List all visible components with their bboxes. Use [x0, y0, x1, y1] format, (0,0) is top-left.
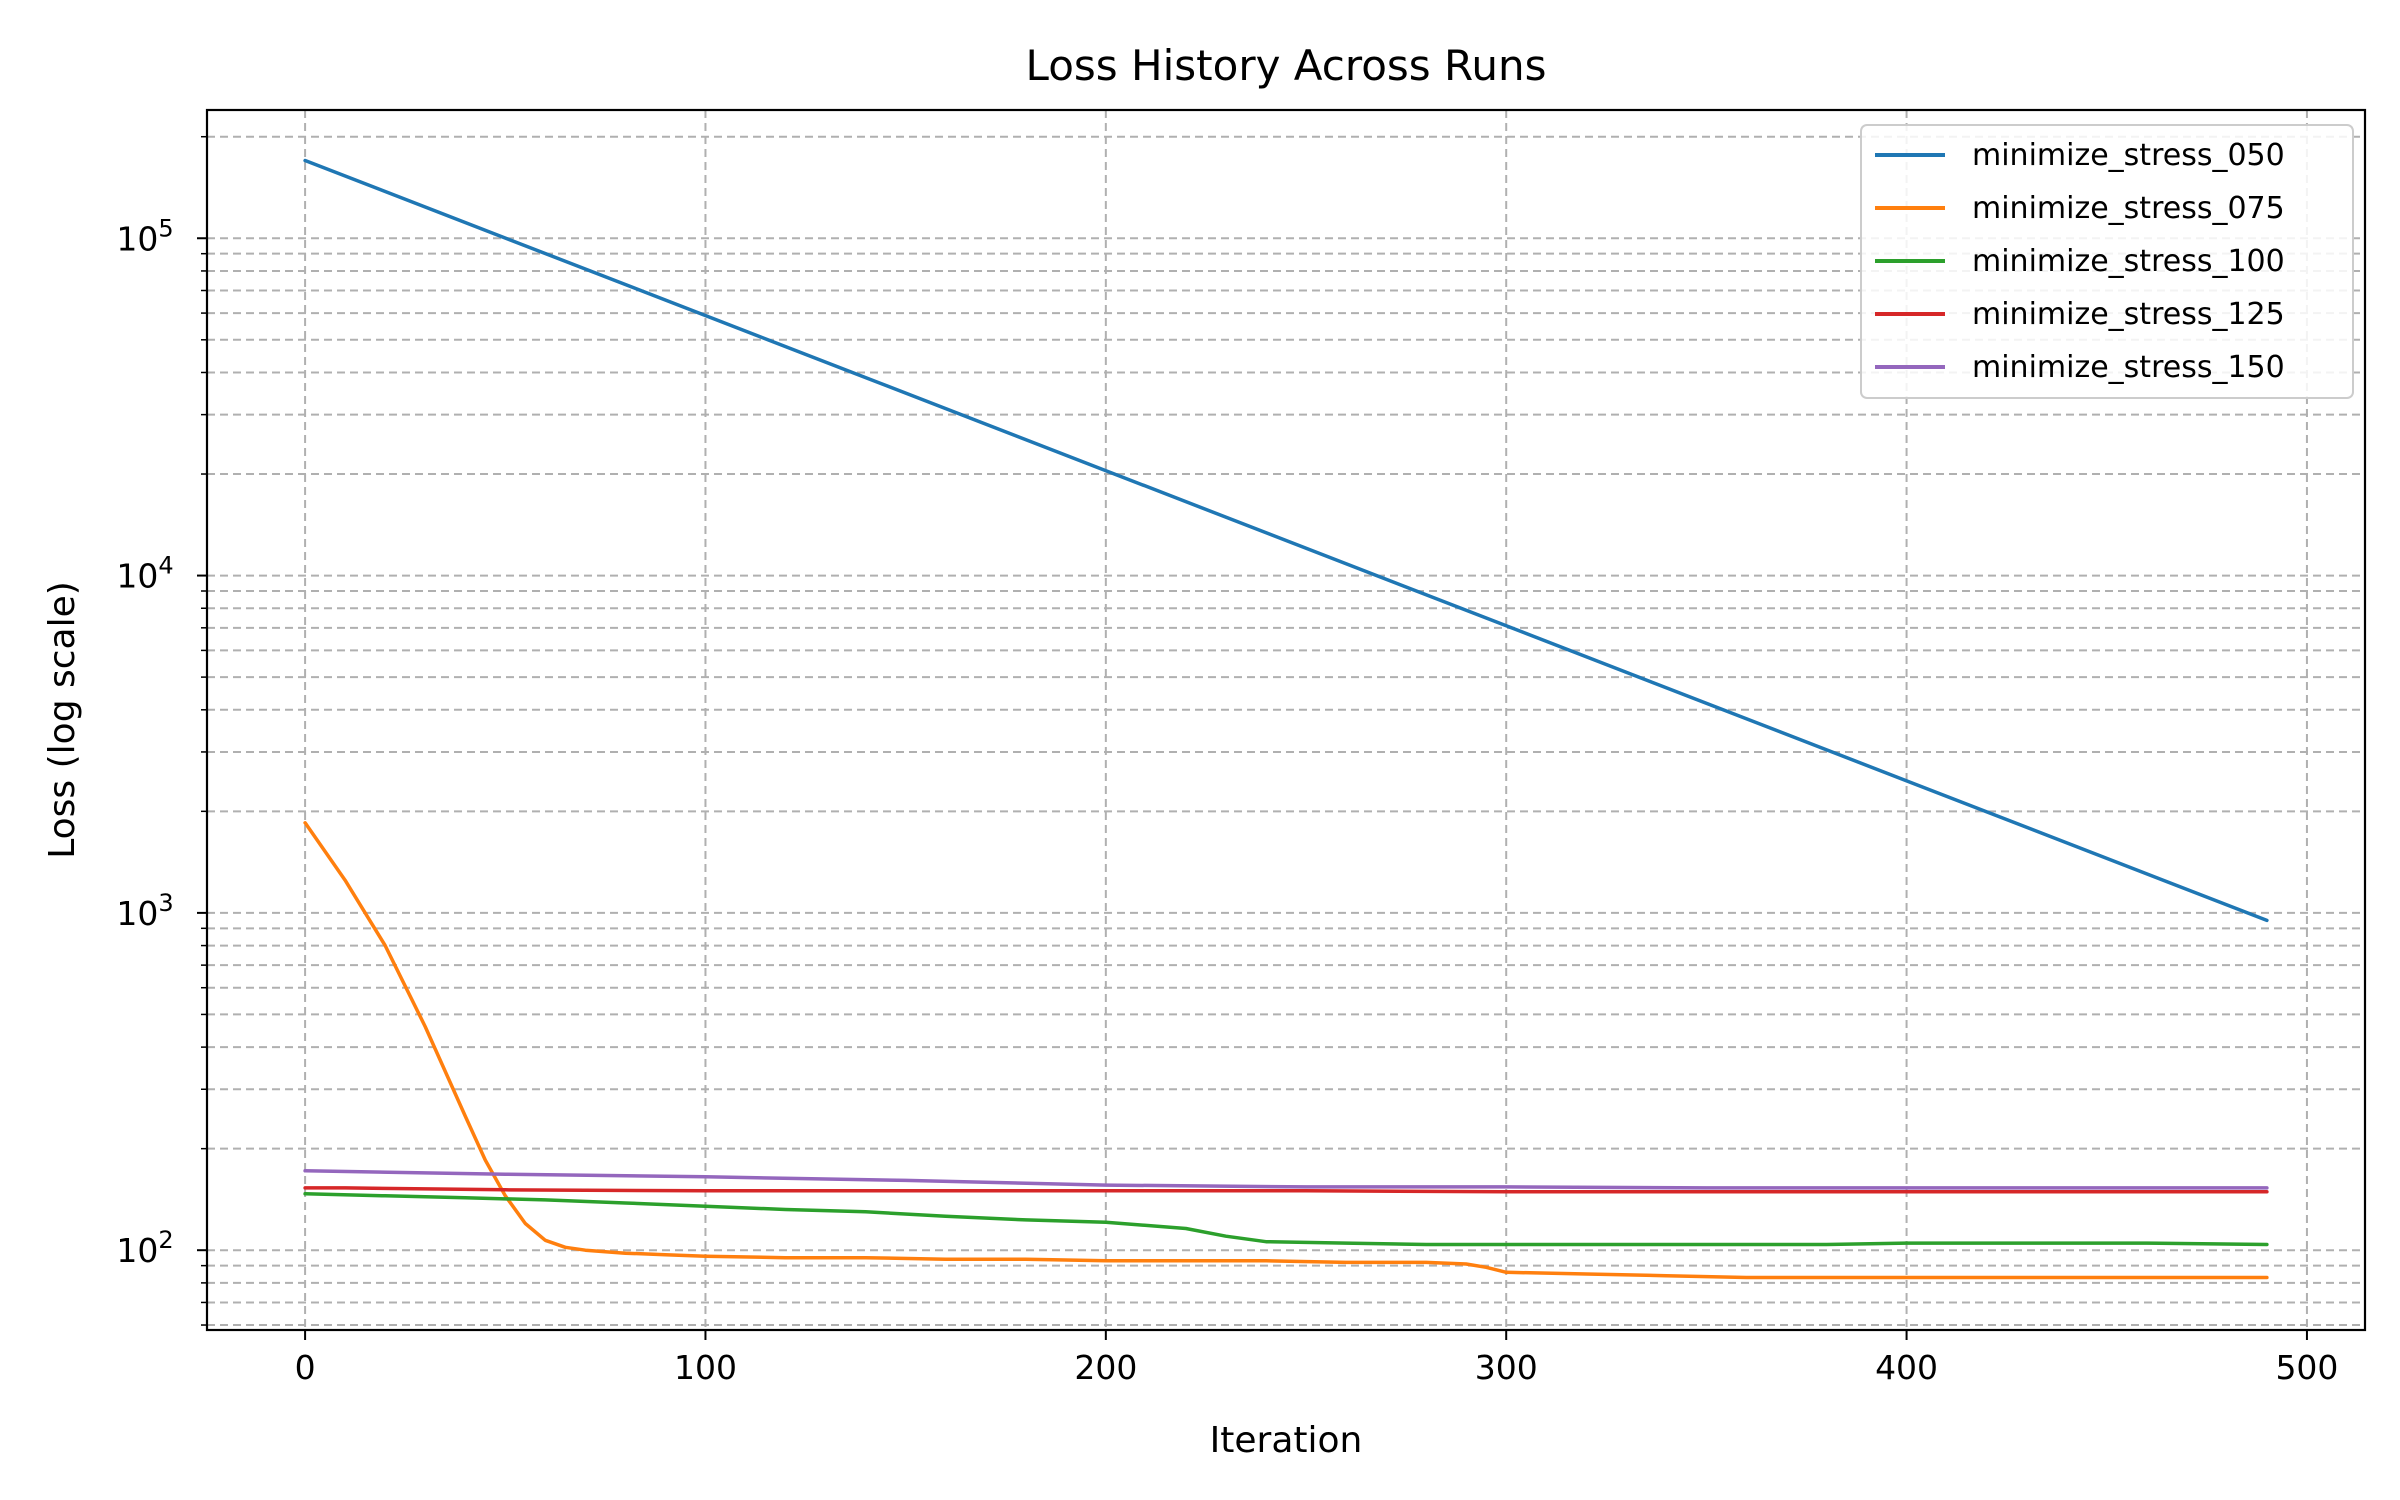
x-tick-label: 200 [1074, 1348, 1137, 1387]
axis-ticks: 0 100 200 300 400 500 102 103 104 105 [116, 135, 2338, 1387]
legend-label: minimize_stress_075 [1972, 191, 2285, 226]
legend: minimize_stress_050 minimize_stress_075mi… [1860, 124, 2354, 399]
legend-box [1860, 124, 2354, 399]
y-tick-label: 103 [116, 889, 173, 933]
legend-label: minimize_stress_050 [1972, 138, 2285, 173]
x-tick-label: 500 [2275, 1348, 2338, 1387]
x-tick-label: 300 [1475, 1348, 1538, 1387]
legend-label: minimize_stress_100 [1972, 244, 2285, 279]
x-tick-label: 400 [1875, 1348, 1938, 1387]
chart-title: Loss History Across Runs [1026, 41, 1547, 90]
y-tick-label: 105 [116, 214, 173, 258]
series-line-minimize_stress_100 [303, 1192, 2269, 1247]
legend-label: minimize_stress_125 [1972, 297, 2285, 332]
x-tick-label: 100 [674, 1348, 737, 1387]
plot-frame [205, 108, 2367, 1332]
x-tick-label: 0 [295, 1348, 316, 1387]
y-tick-label: 102 [116, 1226, 173, 1270]
series-line-minimize_stress_125 [303, 1186, 2269, 1194]
series-lines [303, 158, 2269, 1280]
x-axis-label: Iteration [1210, 1420, 1363, 1461]
series-line-minimize_stress_050 [303, 158, 2269, 923]
series-line-minimize_stress_150 [303, 1169, 2269, 1190]
legend-label: minimize_stress_150 [1972, 350, 2285, 385]
y-tick-label: 104 [116, 552, 173, 596]
y-axis-label: Loss (log scale) [42, 581, 83, 859]
